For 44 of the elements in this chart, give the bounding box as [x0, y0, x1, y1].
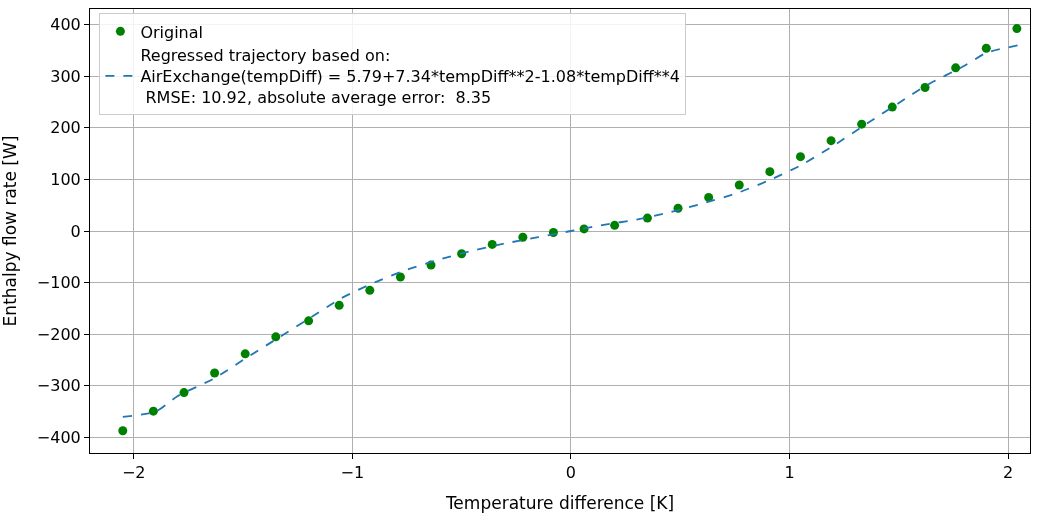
- point: [365, 285, 375, 295]
- point: [240, 349, 250, 359]
- x-tick-label: −1: [340, 463, 365, 483]
- x-tick-label: 2: [1003, 463, 1014, 483]
- y-tick-label: −300: [36, 376, 81, 396]
- point: [857, 119, 867, 129]
- point: [642, 213, 652, 223]
- point: [765, 167, 775, 177]
- point: [271, 332, 281, 342]
- point: [920, 82, 930, 92]
- y-tick-label: −100: [36, 273, 81, 293]
- point: [795, 152, 805, 162]
- point: [148, 406, 158, 416]
- line-series: [121, 44, 1020, 418]
- point: [704, 192, 714, 202]
- point: [518, 232, 528, 242]
- point: [1012, 24, 1022, 34]
- point: [179, 388, 189, 398]
- y-tick-label: 200: [50, 118, 81, 138]
- legend-label: Original: [140, 22, 204, 42]
- point: [826, 136, 836, 146]
- y-tick-label: −200: [36, 324, 81, 344]
- point: [734, 180, 744, 190]
- x-axis-title: Temperature difference [K]: [444, 492, 675, 513]
- point: [887, 102, 897, 112]
- legend-label: Regressed trajectory based on: AirExchange(tempDiff) = 5.79+7.34*tempDiff**2-1.08*tempDiff**4 RMSE: 10.92, absolute average error: 8.35: [140, 46, 680, 107]
- point: [487, 239, 497, 249]
- x-tick-label: 1: [784, 463, 795, 483]
- point: [334, 300, 344, 310]
- x-tick-label: −2: [121, 463, 146, 483]
- x-tick-label: 0: [565, 463, 577, 483]
- y-tick-label: 0: [70, 221, 81, 241]
- point: [610, 220, 620, 230]
- point: [951, 63, 961, 73]
- point: [210, 368, 220, 378]
- y-tick-label: 300: [50, 66, 81, 86]
- y-axis-title: Enthalpy flow rate [W]: [0, 135, 21, 327]
- point: [981, 43, 991, 53]
- y-tick-label: 100: [50, 169, 81, 189]
- y-tick-label: −400: [36, 428, 81, 448]
- point: [395, 272, 405, 282]
- point: [304, 316, 314, 326]
- y-tick-label: 400: [50, 15, 81, 35]
- point: [118, 426, 128, 436]
